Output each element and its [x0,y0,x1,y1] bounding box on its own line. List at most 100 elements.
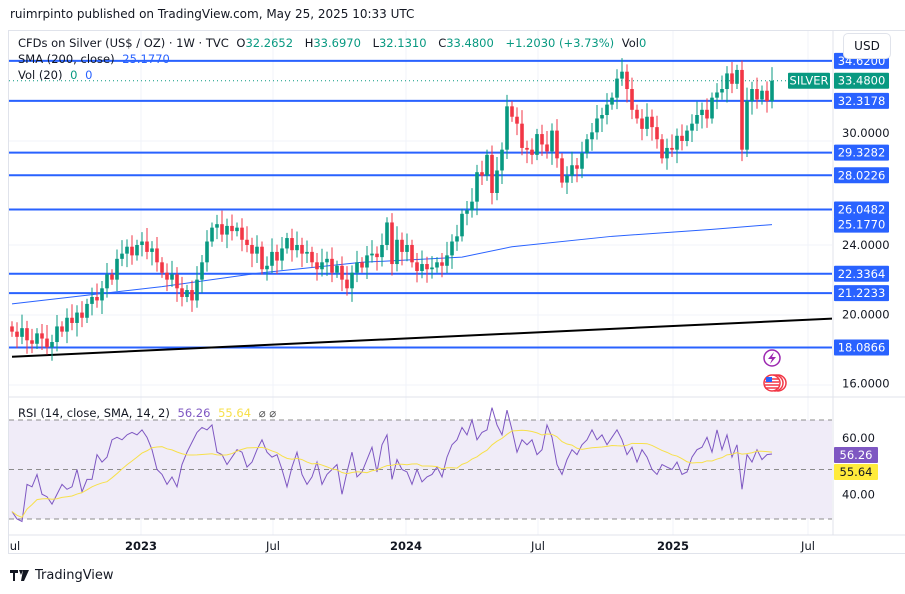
rsi-sma-line [11,429,773,518]
level-price-label-bg [834,201,889,218]
candle-body [585,139,589,154]
symbol-title[interactable]: CFDs on Silver (US$ / OZ) · 1W · TVC [18,36,229,50]
candle-body [65,317,69,332]
volume-legend[interactable]: Vol (20) 0 0 [18,68,96,82]
candle [340,256,344,292]
candle [660,134,664,164]
candle [590,122,594,151]
candle [115,249,119,292]
candle [485,149,489,181]
candle-body [435,262,439,268]
candle [165,263,169,292]
candle-body [265,265,269,270]
candle [545,130,549,159]
currency-button[interactable]: USD [843,33,891,59]
candle-body [165,272,169,280]
sma-legend[interactable]: SMA (200, close) 25.1770 [18,52,174,66]
lightning-event-icon[interactable] [763,349,781,367]
candle-body [230,225,234,232]
candle-body [195,279,199,301]
candle-body [445,255,449,266]
candle [680,124,684,151]
candle-body [200,262,204,280]
price-tick-label: 16.0000 [842,377,890,391]
candle [325,251,329,276]
candle-body [565,175,569,183]
candle [245,226,249,253]
candle-body [665,147,669,159]
candle-body [130,246,134,256]
candle [540,124,544,156]
level-price-label: 22.3364 [838,267,886,281]
candle-body [120,253,124,259]
candle [240,218,244,252]
candle-body [220,224,224,235]
time-axis-label: ul [10,539,20,553]
candle [370,240,374,263]
candle-body [350,272,354,289]
candle-body [150,248,154,252]
candle [150,241,154,266]
candle [110,269,114,285]
candle [135,239,139,261]
candle-body [450,241,454,256]
candle [510,101,514,122]
rsi-legend[interactable]: RSI (14, close, SMA, 14, 2) 56.26 55.64 … [18,406,280,420]
candle [605,93,609,125]
candle-body [50,342,54,348]
candle [700,102,704,129]
candle-body [485,154,489,176]
candle-body [595,118,599,133]
candle-body [455,236,459,242]
candle-body [625,71,629,90]
high-label: H [304,36,314,50]
candle [530,138,534,165]
candle-body [600,115,604,119]
trendline [11,317,833,358]
us-flag-economic-event-icon[interactable] [763,374,787,392]
last-price-label-bg [834,72,889,89]
candle [740,60,744,162]
candle [210,222,214,247]
candle [20,314,24,345]
candle-body [480,172,484,176]
symbol-tag: SILVER [790,74,829,88]
candle-body [125,246,129,254]
candle [550,123,554,165]
candle-body [535,134,539,155]
candle-body [30,340,34,344]
candle [425,256,429,283]
candle-body [750,89,754,102]
candle [685,125,689,147]
candle-body [510,106,514,117]
candle-body [335,265,339,273]
candle [25,320,29,354]
candle [570,151,574,183]
vol20-value: 0 [70,68,78,82]
rsi-label: RSI (14, close, SMA, 14, 2) [18,406,170,420]
candle [360,257,364,273]
candle [620,58,624,86]
candle-body [660,139,664,159]
candle-body [570,165,574,176]
candle [690,114,694,143]
candle [505,94,509,160]
symbol-tag-bg [788,72,830,89]
candle [280,237,284,270]
candle [175,267,179,302]
candle-body [170,274,174,280]
candle-body [685,130,689,141]
rsi-band [9,420,832,519]
candle [715,83,719,110]
candle-body [75,312,79,323]
ohlc-high: H33.6970 [305,36,365,50]
ohlc-low: L32.1310 [373,36,431,50]
candle [515,107,519,136]
open-label: O [236,36,246,50]
sma-value: 25.1770 [122,52,170,66]
candle-body [580,153,584,169]
candle-body [285,238,289,249]
candle-body [465,210,469,214]
candle [475,164,479,216]
